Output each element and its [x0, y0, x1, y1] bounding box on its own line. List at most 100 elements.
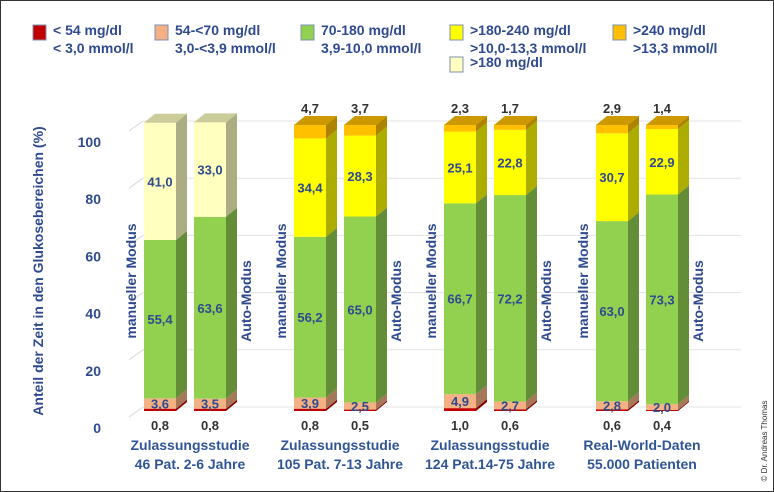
bar-top: [494, 116, 537, 125]
data-label: 72,2: [497, 291, 522, 306]
legend-label: >180-240 mg/dl: [470, 22, 571, 38]
bar-side: [628, 116, 639, 134]
data-label: 2,7: [501, 398, 519, 413]
legend-label: < 54 mg/dl: [53, 22, 122, 38]
data-label: 1,7: [501, 101, 519, 116]
y-tick-label: 40: [85, 306, 101, 322]
bar-segment: [596, 221, 628, 402]
copyright: © Dr. Andreas Thomas: [760, 401, 769, 482]
data-label: 22,8: [497, 155, 522, 170]
bar-segment: [596, 401, 628, 410]
mode-label: manueller Modus: [123, 223, 139, 338]
legend-label: >13,3 mmol/l: [633, 40, 717, 56]
y-tick-label: 100: [78, 134, 102, 150]
data-label: 41,0: [147, 174, 172, 189]
x-category-label: Zulassungsstudie: [130, 437, 249, 453]
bar-side: [176, 113, 187, 240]
bar-segment: [494, 129, 526, 196]
bar-segment: [194, 408, 226, 411]
legend-label: >180 mg/dl: [470, 54, 543, 70]
bar-segment: [444, 408, 476, 411]
bar-segment: [144, 122, 176, 240]
data-label: 4,9: [451, 394, 469, 409]
bar-segment: [194, 122, 226, 217]
bar-segment: [646, 129, 678, 195]
legend-swatch: [154, 24, 169, 41]
bar-segment: [646, 125, 678, 130]
mode-label: Auto-Modus: [388, 260, 404, 342]
data-label: 25,1: [447, 160, 472, 175]
x-category-label: 124 Pat.14-75 Jahre: [425, 456, 555, 472]
y-tick-label: 60: [85, 248, 101, 264]
bar-segment: [344, 216, 376, 403]
mode-label: Auto-Modus: [690, 260, 706, 342]
bar-top: [294, 116, 337, 125]
bar-segment: [444, 131, 476, 204]
bar-side: [628, 400, 639, 411]
data-label: 1,4: [653, 101, 672, 116]
data-label: 56,2: [297, 310, 322, 325]
bar-side: [526, 116, 537, 130]
bar-side: [226, 389, 237, 409]
bar-side: [526, 186, 537, 402]
bar-side: [628, 124, 639, 222]
grid-line-diag: [128, 120, 144, 132]
bar-top: [344, 116, 387, 125]
legend-label: >10,0-13,3 mmol/l: [470, 40, 586, 56]
grid-line-diag: [128, 177, 144, 189]
bar-side: [326, 388, 337, 409]
bar-segment: [646, 404, 678, 410]
legend-label: 3,9-10,0 mmol/l: [321, 40, 421, 56]
legend-label: >240 mg/dl: [633, 22, 706, 38]
grid-line-diag: [128, 234, 144, 246]
bar-segment: [294, 125, 326, 139]
bar-side: [476, 194, 487, 395]
bar-side: [678, 116, 689, 130]
grid-line-diag: [128, 406, 144, 418]
bar-segment: [194, 216, 226, 399]
bar-segment: [294, 408, 326, 411]
x-category-label: 105 Pat. 7-13 Jahre: [277, 456, 403, 472]
data-label: 1,0: [451, 418, 469, 433]
bar-side: [226, 113, 237, 217]
bar-segment: [596, 125, 628, 134]
x-category-label: Zulassungsstudie: [430, 437, 549, 453]
legend-swatch: [32, 24, 47, 41]
bar-segment: [344, 409, 376, 411]
legend-label: < 3,0 mmol/l: [53, 40, 134, 56]
bar-side: [678, 185, 689, 405]
bar-segment: [494, 125, 526, 130]
data-label: 55,4: [147, 312, 173, 327]
mode-label: Auto-Modus: [238, 260, 254, 342]
data-label: 3,5: [201, 397, 219, 412]
x-category-label: 46 Pat. 2-6 Jahre: [135, 456, 246, 472]
data-label: 28,3: [347, 169, 372, 184]
bar-side: [326, 129, 337, 237]
bar-side: [226, 207, 237, 399]
bar-segment: [596, 409, 628, 411]
data-label: 0,5: [351, 418, 369, 433]
data-label: 65,0: [347, 302, 372, 317]
bar-side: [526, 400, 537, 411]
y-tick-label: 20: [85, 363, 101, 379]
bar-side: [176, 399, 187, 411]
bar-side: [678, 395, 689, 410]
bar-segment: [344, 135, 376, 217]
data-label: 33,0: [197, 163, 222, 178]
bar-side: [476, 122, 487, 204]
data-label: 2,0: [653, 400, 671, 415]
bar-side: [376, 393, 387, 410]
data-label: 34,4: [297, 181, 323, 196]
bar-segment: [144, 398, 176, 409]
y-tick-label: 0: [93, 420, 101, 436]
mode-label: Auto-Modus: [538, 260, 554, 342]
bar-segment: [646, 194, 678, 405]
bar-side: [176, 230, 187, 399]
data-label: 3,9: [301, 396, 319, 411]
data-label: 0,8: [151, 418, 169, 433]
data-label: 30,7: [599, 170, 624, 185]
data-label: 0,4: [653, 418, 672, 433]
bar-segment: [144, 408, 176, 411]
legend-swatch: [449, 56, 464, 73]
